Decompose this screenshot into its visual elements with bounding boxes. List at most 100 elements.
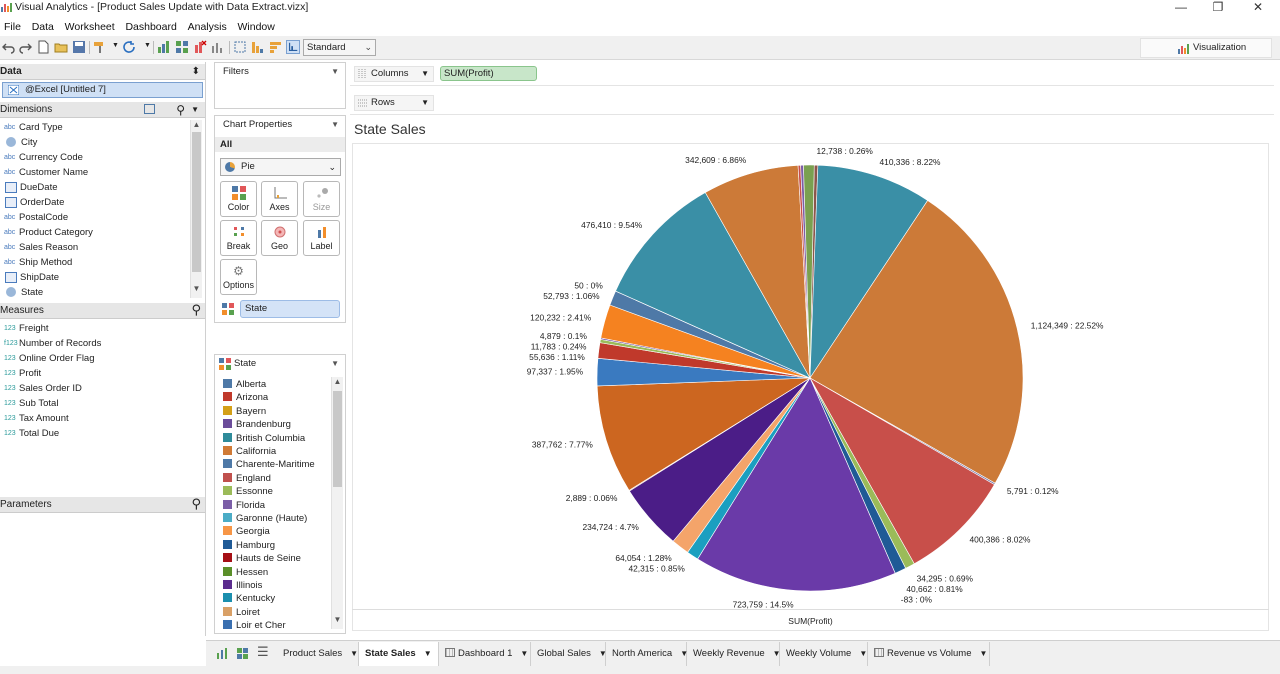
open-folder-icon[interactable] bbox=[54, 40, 68, 54]
undo-icon[interactable] bbox=[2, 40, 16, 54]
legend-item[interactable]: Loir et Cher bbox=[223, 619, 286, 632]
sheet-list-icon[interactable]: ☰ bbox=[257, 644, 269, 659]
dimensions-scrollbar[interactable]: ▲ ▼ bbox=[190, 120, 202, 298]
dimension-field[interactable]: abc Ship Method bbox=[4, 255, 72, 270]
legend-item[interactable]: Garonne (Haute) bbox=[223, 512, 307, 525]
label-tile[interactable]: Label bbox=[303, 220, 340, 256]
chart-icon[interactable] bbox=[211, 40, 225, 54]
chevron-down-icon[interactable]: ▼ bbox=[331, 67, 339, 76]
legend-item[interactable]: Hamburg bbox=[223, 539, 275, 552]
tab-revenue-vs-volume[interactable]: Revenue vs Volume ▼ bbox=[868, 642, 990, 666]
legend-item[interactable]: Bayern bbox=[223, 405, 266, 418]
chevron-down-icon[interactable]: ▼ bbox=[598, 649, 607, 658]
sort-ascending-icon[interactable] bbox=[251, 40, 265, 54]
rows-shelf[interactable]: Rows ▼ bbox=[350, 91, 1274, 115]
legend-item[interactable]: Loiret bbox=[223, 606, 260, 619]
dimension-field[interactable]: DueDate bbox=[4, 180, 58, 195]
axes-tile[interactable]: Axes bbox=[261, 181, 298, 217]
show-me-icon[interactable] bbox=[286, 40, 300, 54]
dimension-field[interactable]: OrderDate bbox=[4, 195, 64, 210]
tab-global-sales[interactable]: Global Sales ▼ bbox=[531, 642, 607, 666]
tab-weekly-revenue[interactable]: Weekly Revenue ▼ bbox=[687, 642, 781, 666]
menu-worksheet[interactable]: Worksheet bbox=[64, 21, 115, 33]
measure-field[interactable]: 123 Tax Amount bbox=[4, 411, 69, 426]
chevron-down-icon[interactable]: ▼ bbox=[421, 98, 429, 107]
menu-dashboard[interactable]: Dashboard bbox=[125, 21, 177, 33]
scroll-thumb[interactable] bbox=[333, 391, 342, 487]
legend-item[interactable]: Essonne bbox=[223, 485, 273, 498]
filters-card[interactable]: Filters ▼ bbox=[214, 62, 346, 109]
close-button[interactable]: ✕ bbox=[1252, 0, 1264, 14]
chevron-down-icon[interactable]: ▼ bbox=[979, 649, 988, 658]
visualization-button[interactable]: Visualization bbox=[1140, 38, 1272, 58]
legend-item[interactable]: Florida bbox=[223, 499, 265, 512]
save-icon[interactable] bbox=[72, 40, 86, 54]
datasource-item[interactable]: @Excel [Untitled 7] bbox=[2, 82, 203, 98]
size-tile[interactable]: Size bbox=[303, 181, 340, 217]
legend-item[interactable]: British Columbia bbox=[223, 432, 305, 445]
tab-north-america[interactable]: North America ▼ bbox=[606, 642, 689, 666]
chevron-down-icon[interactable]: ▼ bbox=[680, 649, 689, 658]
sort-descending-icon[interactable] bbox=[269, 40, 283, 54]
dimension-field[interactable]: City bbox=[4, 135, 37, 150]
tab-weekly-volume[interactable]: Weekly Volume ▼ bbox=[780, 642, 868, 666]
pie-slice[interactable] bbox=[809, 164, 929, 380]
format-painter-icon[interactable] bbox=[93, 40, 107, 54]
scroll-up-icon[interactable]: ▲ bbox=[192, 120, 201, 129]
duplicate-sheet-icon[interactable] bbox=[175, 40, 189, 54]
options-tile[interactable]: ⚙ Options bbox=[220, 259, 257, 295]
scroll-down-icon[interactable]: ▼ bbox=[333, 615, 342, 624]
measure-field[interactable]: 123 Online Order Flag bbox=[4, 351, 95, 366]
dimension-field[interactable]: abc Sales Reason bbox=[4, 240, 78, 255]
legend-item[interactable]: Illinois bbox=[223, 579, 262, 592]
chevron-down-icon[interactable]: ▼ bbox=[144, 42, 151, 49]
columns-shelf[interactable]: Columns ▼ SUM(Profit) bbox=[350, 62, 1274, 86]
restore-button[interactable]: ❐ bbox=[1212, 0, 1224, 14]
scroll-thumb[interactable] bbox=[192, 132, 201, 272]
sum-profit-pill[interactable]: SUM(Profit) bbox=[440, 66, 537, 81]
minimize-button[interactable]: — bbox=[1175, 0, 1187, 14]
pie-slice[interactable] bbox=[809, 200, 1024, 484]
chevron-down-icon[interactable]: ▼ bbox=[112, 42, 119, 49]
dimension-field[interactable]: abc PostalCode bbox=[4, 210, 68, 225]
tab-product-sales[interactable]: Product Sales ▼ bbox=[277, 642, 359, 666]
chart-type-dropdown[interactable]: Pie ⌄ bbox=[220, 158, 341, 176]
chevron-down-icon[interactable]: ▼ bbox=[859, 649, 868, 658]
measure-field[interactable]: 123 Total Due bbox=[4, 426, 59, 441]
geo-tile[interactable]: Geo bbox=[261, 220, 298, 256]
legend-item[interactable]: Brandenburg bbox=[223, 418, 291, 431]
scroll-down-icon[interactable]: ▼ bbox=[192, 284, 201, 293]
fit-mode-dropdown[interactable]: Standard ⌄ bbox=[303, 39, 376, 56]
measure-field[interactable]: f123Number of Records bbox=[4, 336, 101, 351]
clear-sheet-icon[interactable] bbox=[193, 40, 207, 54]
dimension-field[interactable]: abc Product Category bbox=[4, 225, 93, 240]
color-field-pill[interactable]: State bbox=[240, 300, 340, 318]
pie-slice[interactable] bbox=[803, 164, 815, 379]
dimension-field[interactable]: abc Customer Name bbox=[4, 165, 88, 180]
measure-field[interactable]: 123 Profit bbox=[4, 366, 41, 381]
legend-item[interactable]: Hessen bbox=[223, 566, 268, 579]
legend-item[interactable]: Hauts de Seine bbox=[223, 552, 301, 565]
menu-data[interactable]: Data bbox=[31, 21, 54, 33]
chevron-down-icon[interactable]: ▼ bbox=[520, 649, 529, 658]
tab-dashboard-1[interactable]: Dashboard 1 ▼ bbox=[439, 642, 531, 666]
break-tile[interactable]: Break bbox=[220, 220, 257, 256]
dimension-field[interactable]: State bbox=[4, 285, 43, 300]
pie-slice[interactable] bbox=[596, 377, 812, 491]
measure-field[interactable]: 123 Sales Order ID bbox=[4, 381, 82, 396]
menu-window[interactable]: Window bbox=[237, 21, 275, 33]
dimension-field[interactable]: abc Card Type bbox=[4, 120, 63, 135]
pie-slice[interactable] bbox=[615, 192, 811, 379]
pie-slice[interactable] bbox=[704, 165, 811, 379]
new-file-icon[interactable] bbox=[36, 40, 50, 54]
refresh-icon[interactable] bbox=[122, 40, 136, 54]
chevron-down-icon[interactable]: ▼ bbox=[772, 649, 781, 658]
search-icon[interactable]: ⚲ bbox=[191, 302, 201, 317]
legend-item[interactable]: California bbox=[223, 445, 276, 458]
search-icon[interactable]: ⚲ bbox=[191, 496, 201, 511]
chart-area[interactable]: 12,738 : 0.26% 410,336 : 8.22% 1,124,349 :… bbox=[352, 143, 1269, 631]
scroll-up-icon[interactable]: ▲ bbox=[333, 377, 342, 386]
tab-state-sales[interactable]: State Sales ▼ bbox=[359, 642, 439, 666]
chevron-down-icon[interactable]: ▼ bbox=[331, 359, 339, 368]
table-view-icon[interactable] bbox=[144, 104, 155, 114]
